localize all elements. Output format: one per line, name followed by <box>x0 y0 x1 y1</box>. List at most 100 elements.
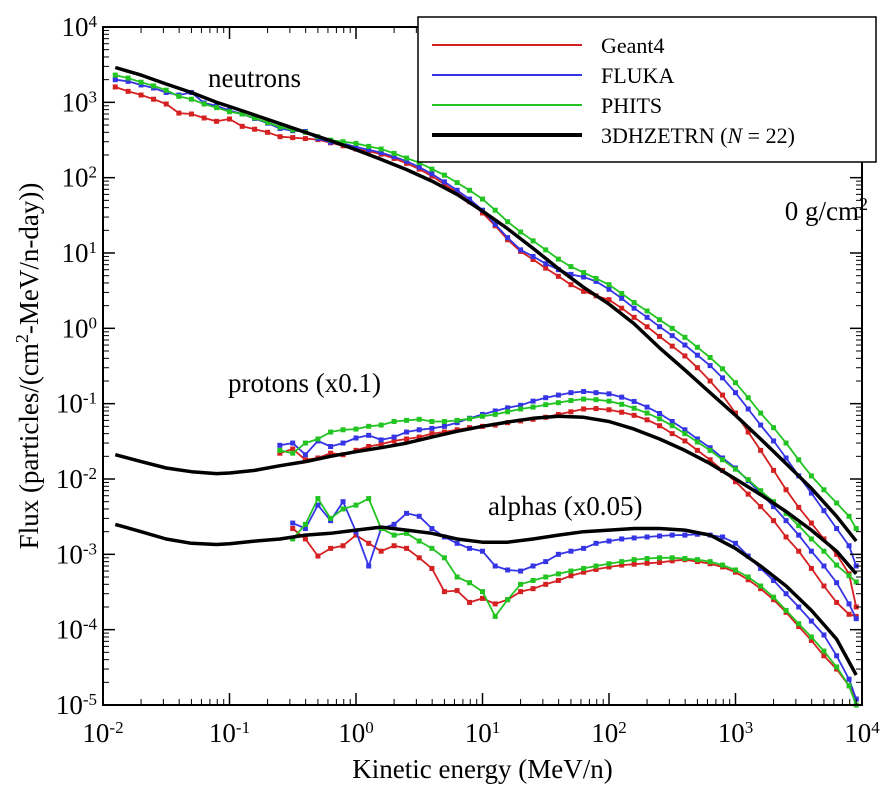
data-point <box>581 569 587 575</box>
data-point <box>543 559 549 565</box>
data-point <box>555 392 561 398</box>
data-point <box>631 398 637 404</box>
data-point <box>518 581 524 587</box>
data-point <box>555 551 561 557</box>
data-point <box>821 583 827 589</box>
data-point <box>771 467 777 473</box>
data-point <box>758 422 764 428</box>
data-point <box>492 601 498 607</box>
y-tick-labels: 10-5 10-4 10-3 10-2 10-1 100 101 102 103 104 <box>56 12 98 721</box>
data-point <box>821 648 827 654</box>
data-point <box>720 375 726 381</box>
legend-label-geant4: Geant4 <box>601 33 665 58</box>
data-point <box>378 146 384 152</box>
data-point <box>682 532 688 538</box>
y-axis-title: Flux (particles/(cm2-MeV/n-day)) <box>12 183 44 550</box>
data-point <box>416 164 422 170</box>
data-point <box>631 314 637 320</box>
data-point <box>391 532 397 538</box>
data-point <box>821 548 827 554</box>
data-point <box>808 637 814 643</box>
data-point <box>808 548 814 554</box>
data-point <box>644 417 650 423</box>
data-point <box>771 425 777 431</box>
data-point <box>568 271 574 277</box>
data-point <box>733 466 738 472</box>
data-point <box>783 518 789 524</box>
data-point <box>555 577 561 583</box>
data-point <box>657 333 663 339</box>
data-point <box>340 543 346 549</box>
x-tick-label: 101 <box>465 718 501 749</box>
series-line <box>115 86 858 608</box>
data-point <box>112 72 118 78</box>
x-tick-label: 102 <box>591 718 627 749</box>
data-point <box>328 545 334 551</box>
data-point <box>543 574 549 580</box>
data-point <box>821 487 827 493</box>
legend-label-3dhzetrn-italic: N <box>726 123 743 148</box>
y-tick-label: 10-1 <box>56 388 97 419</box>
data-point <box>758 410 764 416</box>
data-point <box>720 392 726 398</box>
data-point <box>707 355 713 361</box>
legend-item-fluka: FLUKA <box>432 63 674 88</box>
data-point <box>758 565 764 571</box>
series-line <box>292 497 858 706</box>
data-point <box>783 591 789 597</box>
data-point <box>581 274 587 280</box>
data-point <box>555 411 561 417</box>
data-point <box>416 513 422 519</box>
data-point <box>416 434 422 440</box>
data-point <box>593 390 599 396</box>
data-point <box>492 221 498 227</box>
series-alphas-3dhzetrn <box>114 522 858 676</box>
data-point <box>429 545 435 551</box>
data-point <box>404 158 410 164</box>
annotation-depth: 0 g/cm2 <box>785 194 868 226</box>
data-point <box>315 436 321 442</box>
data-point <box>201 101 207 107</box>
data-point <box>771 438 777 444</box>
series-neutrons-phits <box>112 72 859 532</box>
series-protons-phits <box>277 396 859 585</box>
data-point <box>163 101 169 107</box>
data-point <box>518 406 524 412</box>
data-point <box>378 548 384 554</box>
series-line <box>114 522 858 676</box>
data-point <box>429 526 435 532</box>
data-point <box>366 423 372 429</box>
data-point <box>353 532 359 538</box>
data-point <box>619 305 625 311</box>
data-point <box>391 438 397 444</box>
data-point <box>853 579 859 585</box>
data-point <box>315 553 321 559</box>
y-tick-label: 104 <box>62 12 98 43</box>
data-point <box>543 581 549 587</box>
data-point <box>821 563 827 569</box>
data-point <box>682 427 688 433</box>
data-point <box>429 425 435 431</box>
data-point <box>391 434 397 440</box>
data-point <box>669 532 675 538</box>
data-point <box>441 429 447 435</box>
data-point <box>796 457 802 463</box>
data-point <box>606 282 612 288</box>
x-tick-label: 104 <box>844 718 880 749</box>
data-point <box>631 561 637 567</box>
data-point <box>707 378 713 384</box>
series-alphas-geant4 <box>290 526 859 702</box>
x-tick-label: 10-2 <box>82 718 123 749</box>
data-point <box>581 288 587 294</box>
annotation-protons: protons (x0.1) <box>228 368 381 398</box>
data-point <box>669 555 675 561</box>
data-point <box>302 136 308 142</box>
data-point <box>378 437 384 443</box>
data-point <box>834 580 840 586</box>
data-point <box>834 526 840 532</box>
data-point <box>505 405 511 411</box>
data-point <box>631 557 637 563</box>
data-point <box>853 526 859 532</box>
data-point <box>593 406 599 412</box>
data-point <box>619 536 625 542</box>
